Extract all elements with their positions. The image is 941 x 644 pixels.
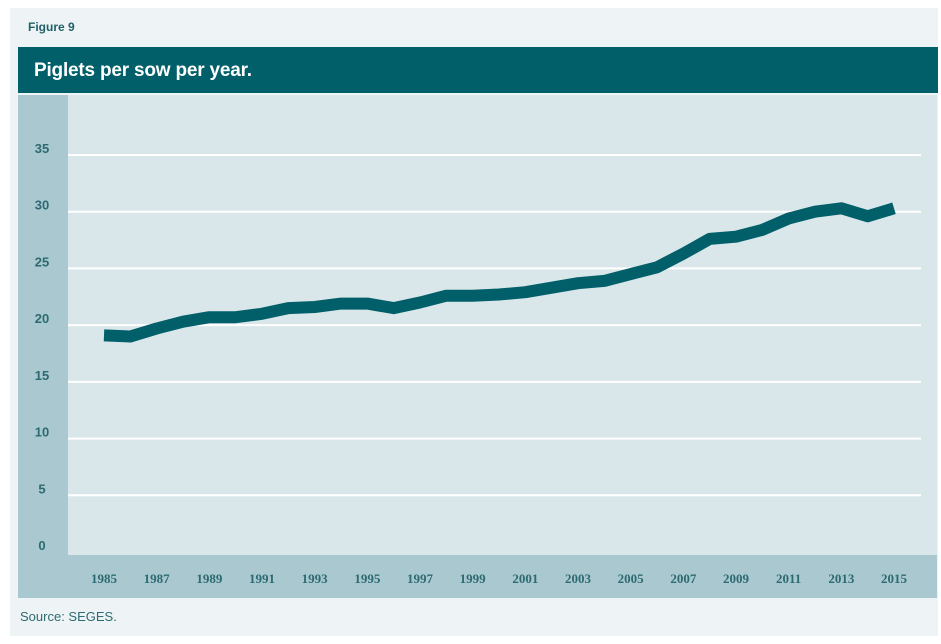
gridlines <box>68 154 921 497</box>
x-tick-label: 2013 <box>828 571 855 586</box>
y-tick-label: 35 <box>35 141 49 156</box>
x-tick-label: 2011 <box>776 571 801 586</box>
data-point <box>841 208 842 209</box>
data-point <box>393 308 394 309</box>
data-point <box>367 303 368 304</box>
x-tick-label: 2001 <box>512 571 538 586</box>
data-point <box>894 208 895 209</box>
y-tick-label: 0 <box>38 538 45 553</box>
source-note: Source: SEGES. <box>20 609 117 624</box>
data-point <box>578 283 579 284</box>
y-tick-label: 5 <box>38 481 45 496</box>
data-point <box>156 328 157 329</box>
data-point <box>815 211 816 212</box>
x-tick-label: 1989 <box>196 571 223 586</box>
data-point <box>630 274 631 275</box>
data-point <box>235 317 236 318</box>
data-point <box>472 295 473 296</box>
data-point <box>525 292 526 293</box>
data-point <box>867 216 868 217</box>
data-point <box>551 287 552 288</box>
x-axis-ticks: 1985 1987 1989 1991 1993 1995 1997 1999 2001 2003… <box>91 571 908 586</box>
x-tick-label: 1987 <box>144 571 171 586</box>
y-tick-label: 30 <box>35 198 49 213</box>
x-tick-label: 1997 <box>407 571 434 586</box>
y-axis-ticks: 0 5 10 15 20 25 30 35 <box>35 141 49 553</box>
x-tick-label: 1995 <box>354 571 381 586</box>
data-point <box>736 236 737 237</box>
data-point <box>657 267 658 268</box>
y-tick-label: 20 <box>35 311 49 326</box>
chart-title: Piglets per sow per year. <box>34 60 252 81</box>
y-tick-label: 15 <box>35 368 49 383</box>
data-point <box>788 218 789 219</box>
x-tick-label: 1985 <box>91 571 118 586</box>
y-tick-label: 10 <box>35 425 49 440</box>
data-point <box>314 306 315 307</box>
series-group <box>103 202 896 343</box>
data-point <box>209 317 210 318</box>
data-point <box>104 335 105 336</box>
x-tick-label: 1991 <box>249 571 275 586</box>
data-point <box>130 336 131 337</box>
figure-label: Figure 9 <box>28 20 75 34</box>
data-point <box>288 308 289 309</box>
x-tick-label: 2005 <box>618 571 645 586</box>
x-axis-band <box>18 555 937 598</box>
chart-title-bar: Piglets per sow per year. <box>18 47 938 93</box>
data-point <box>499 294 500 295</box>
x-tick-label: 1999 <box>460 571 487 586</box>
y-tick-label: 25 <box>35 254 49 269</box>
x-tick-label: 1993 <box>302 571 329 586</box>
data-point <box>341 303 342 304</box>
x-tick-label: 2015 <box>881 571 908 586</box>
data-point <box>683 253 684 254</box>
data-point <box>420 302 421 303</box>
data-point <box>262 313 263 314</box>
data-point <box>604 280 605 281</box>
data-point <box>762 229 763 230</box>
y-axis-band <box>18 95 68 598</box>
data-point <box>709 238 710 239</box>
series-line-0 <box>103 202 896 343</box>
data-point <box>183 321 184 322</box>
x-tick-label: 2003 <box>565 571 592 586</box>
x-tick-label: 2007 <box>670 571 697 586</box>
data-point <box>446 295 447 296</box>
x-tick-label: 2009 <box>723 571 750 586</box>
